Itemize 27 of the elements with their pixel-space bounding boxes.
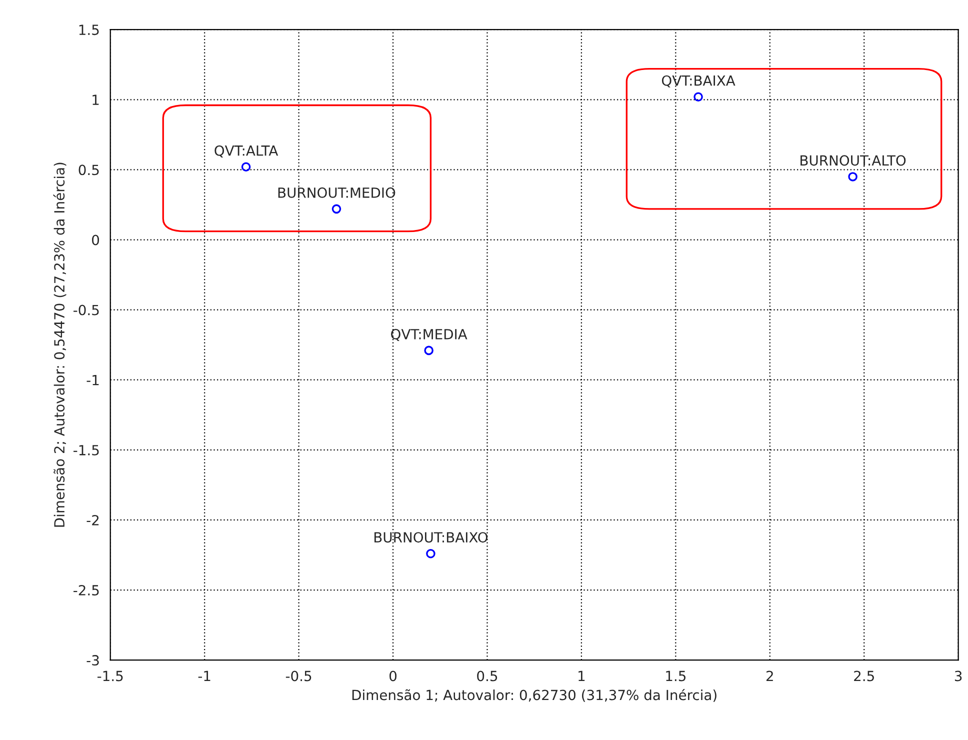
- annotation: BURNOUT:MEDIO: [278, 187, 396, 198]
- y-tick-label: 1.5: [79, 24, 99, 36]
- annotation: BURNOUT:ALTO: [800, 155, 906, 166]
- y-tick-label: -3: [86, 655, 99, 666]
- x-tick-label: 1.5: [666, 670, 686, 682]
- x-tick-label: 2.5: [854, 670, 874, 682]
- y-tick-label: 0.5: [78, 164, 99, 176]
- annotation: QVT:BAIXA: [662, 75, 736, 88]
- y-tick-label: 1: [92, 94, 99, 105]
- x-tick-label: -0.5: [286, 670, 312, 682]
- y-tick-label: -2.5: [74, 584, 99, 596]
- annotation: QVT:MEDIA: [391, 328, 468, 342]
- x-tick-label: 1: [578, 670, 585, 682]
- y-axis-title: Dimensão 2; Autovalor: 0,54470 (27,23% da Inércia): [53, 162, 66, 527]
- x-tick-label: 0.5: [477, 670, 498, 682]
- x-tick-label: 3: [954, 670, 962, 682]
- annotation: BURNOUT:BAIXO: [374, 532, 488, 543]
- x-tick-label: -1: [198, 670, 210, 682]
- annotation: QVT:ALTA: [214, 145, 278, 158]
- x-axis-title: Dimensão 1; Autovalor: 0,62730 (31,37% da Inércia): [352, 688, 716, 702]
- x-tick-label: 2: [766, 670, 773, 682]
- y-tick-label: -1.5: [74, 445, 99, 456]
- x-tick-label: 0: [390, 670, 397, 682]
- y-tick-label: -1: [86, 375, 99, 386]
- y-tick-label: -0.5: [74, 304, 99, 316]
- y-tick-label: -2: [86, 514, 99, 526]
- y-tick-label: 0: [92, 234, 100, 246]
